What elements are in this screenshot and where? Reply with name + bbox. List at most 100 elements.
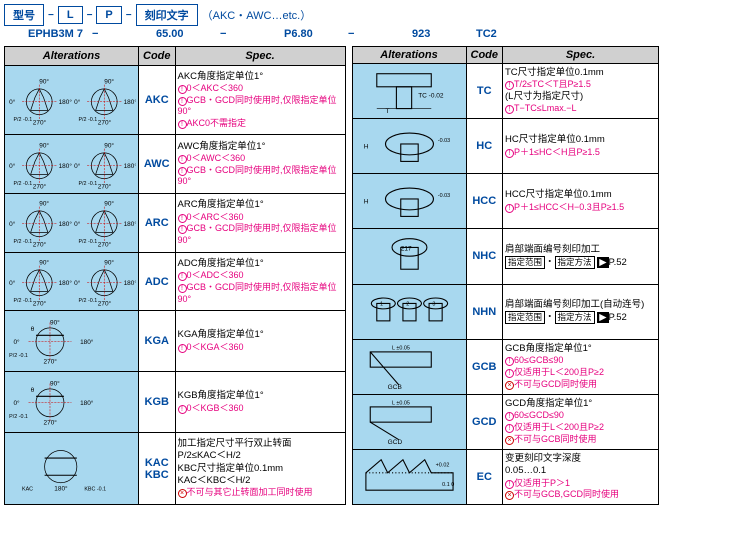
svg-text:0°: 0° [74,279,81,287]
alteration-diagram: 180°KACKBC -0.1 [5,433,139,505]
svg-text:+0.02: +0.02 [435,462,449,468]
svg-text:180°: 180° [54,484,68,492]
table-row: -0.03HHCHC尺寸指定单位0.1mm!P＋1≤HC＜H且P≥1.5 [352,119,659,174]
table-row: 90°0°180°270°θP/2 -0.1KGAKGA角度指定单位1°!0＜K… [5,311,346,372]
table-row: 90°0°180°270°P/2 -0.190°0°180°270°P/2 -0… [5,194,346,253]
box-l: L [58,6,83,24]
table-row: 90°0°180°270°P/2 -0.190°0°180°270°P/2 -0… [5,135,346,194]
svg-text:0°: 0° [74,97,81,105]
svg-text:180°: 180° [59,97,72,105]
alteration-spec: 加工指定尺寸平行双止转面P/2≤KAC＜H/2KBC尺寸指定单位0.1mmKAC… [175,433,345,505]
svg-text:90°: 90° [39,77,49,85]
svg-text:90°: 90° [104,200,114,208]
svg-text:180°: 180° [123,162,136,170]
alteration-spec: HCC尺寸指定单位0.1mm!P＋1≤HCC＜H−0.3且P≥1.5 [503,174,659,229]
svg-text:270°: 270° [33,299,47,306]
box-p: P [96,6,121,24]
alteration-spec: GCD角度指定单位1°!60≤GCD≤90!仅适用于L＜200且P≥2×不可与G… [503,394,659,449]
svg-text:P/2 -0.1: P/2 -0.1 [13,298,32,304]
svg-text:90°: 90° [39,258,49,266]
alteration-code: GCD [466,394,503,449]
svg-text:0.1 0: 0.1 0 [442,482,454,488]
svg-text:P/2 -0.1: P/2 -0.1 [9,413,28,419]
alteration-diagram: 90°0°180°270°P/2 -0.190°0°180°270°P/2 -0… [5,66,139,135]
alteration-spec: KGA角度指定单位1°!0＜KGA＜360 [175,311,345,372]
svg-text:P/2 -0.1: P/2 -0.1 [78,239,97,245]
alteration-spec: HC尺寸指定单位0.1mm!P＋1≤HC＜H且P≥1.5 [503,119,659,174]
table-row: 180°KACKBC -0.1KACKBC加工指定尺寸平行双止转面P/2≤KAC… [5,433,346,505]
alteration-diagram: 90°0°180°270°P/2 -0.190°0°180°270°P/2 -0… [5,135,139,194]
box-mark: 刻印文字 [136,4,198,26]
svg-text:270°: 270° [44,357,58,365]
alteration-code: NHN [466,284,503,339]
alteration-spec: KGB角度指定单位1°!0＜KGB＜360 [175,372,345,433]
example-row: EPHB3M 7− 65.00− P6.80− 923 TC2 [4,28,728,40]
svg-text:90°: 90° [39,200,49,208]
box-model: 型号 [4,4,44,26]
svg-text:GCD: GCD [387,439,402,446]
alteration-code: ARC [139,194,176,253]
alteration-spec: 变更刻印文字深度0.05…0.1!仅适用于P＞1×不可与GCB,GCD同时使用 [503,449,659,504]
alteration-code: TC [466,64,503,119]
svg-text:0°: 0° [9,97,16,105]
alteration-spec: ADC角度指定单位1°!0＜ADC＜360!GCB・GCD同时使用时,仅限指定单… [175,252,345,311]
alteration-spec: AWC角度指定单位1°!0＜AWC＜360!GCB・GCD同时使用时,仅限指定单… [175,135,345,194]
alteration-diagram: +0.02 0.1 0 [352,449,466,504]
alteration-diagram: 90°0°180°270°θP/2 -0.1 [5,311,139,372]
order-format-row: 型号 − L − P − 刻印文字 （AKC・AWC…etc.） [4,4,728,26]
table-row: 90°0°180°270°θP/2 -0.1KGBKGB角度指定单位1°!0＜K… [5,372,346,433]
alteration-diagram: 90°0°180°270°P/2 -0.190°0°180°270°P/2 -0… [5,194,139,253]
svg-text:L ±0.05: L ±0.05 [392,345,410,351]
svg-text:270°: 270° [97,241,111,248]
table-row: L ±0.05GCBGCBGCB角度指定单位1°!60≤GCB≤90!仅适用于L… [352,339,659,394]
svg-text:180°: 180° [123,220,136,228]
svg-text:1: 1 [380,301,383,307]
alteration-code: HCC [466,174,503,229]
svg-text:180°: 180° [59,162,72,170]
alteration-code: EC [466,449,503,504]
alteration-spec: AKC角度指定单位1°!0＜AKC＜360!GCB・GCD同时使用时,仅限指定单… [175,66,345,135]
table-row: 90°0°180°270°P/2 -0.190°0°180°270°P/2 -0… [5,252,346,311]
alteration-spec: 肩部端面编号刻印加工指定范围・指定方法 ▶P.52 [503,229,659,284]
alteration-diagram: 90°0°180°270°θP/2 -0.1 [5,372,139,433]
alteration-code: KGB [139,372,176,433]
svg-text:180°: 180° [80,399,94,407]
svg-text:270°: 270° [33,118,47,125]
svg-text:L ±0.05: L ±0.05 [392,400,410,406]
svg-text:θ: θ [31,387,35,394]
alteration-code: AKC [139,66,176,135]
svg-text:90°: 90° [50,379,60,387]
alteration-diagram: -0.03H [352,119,466,174]
svg-text:2: 2 [406,301,409,307]
svg-text:P/2 -0.1: P/2 -0.1 [78,117,97,123]
svg-text:180°: 180° [80,338,94,346]
alteration-diagram: -0.03H [352,174,466,229]
alteration-code: KGA [139,311,176,372]
alteration-diagram: L ±0.05GCB [352,339,466,394]
alteration-diagram: 90°0°180°270°P/2 -0.190°0°180°270°P/2 -0… [5,252,139,311]
svg-text:0°: 0° [13,338,20,346]
svg-text:P/2 -0.1: P/2 -0.1 [13,181,32,187]
table-row: 123NHN肩部端面编号刻印加工(自动连号)指定范围・指定方法 ▶P.52 [352,284,659,339]
table-row: L ±0.05GCDGCDGCD角度指定单位1°!60≤GCD≤90!仅适用于L… [352,394,659,449]
svg-text:0°: 0° [74,162,81,170]
svg-text:3: 3 [432,301,435,307]
alteration-diagram: L ±0.05 GCD [352,394,466,449]
alteration-code: HC [466,119,503,174]
alteration-code: NHC [466,229,503,284]
svg-text:270°: 270° [97,299,111,306]
svg-text:270°: 270° [33,241,47,248]
svg-text:270°: 270° [97,182,111,189]
table-row: TC -0.02TTCTC尺寸指定单位0.1mm!T/2≤TC＜T且P≥1.5(… [352,64,659,119]
svg-text:270°: 270° [44,418,58,426]
svg-text:θ: θ [31,326,35,333]
svg-text:90°: 90° [50,318,60,326]
table-row: +0.02 0.1 0 EC变更刻印文字深度0.05…0.1!仅适用于P＞1×不可与… [352,449,659,504]
svg-text:KBC -0.1: KBC -0.1 [84,486,106,492]
alteration-diagram: 217 [352,229,466,284]
svg-text:T: T [385,108,389,115]
svg-text:90°: 90° [39,141,49,149]
svg-text:P/2 -0.1: P/2 -0.1 [78,298,97,304]
alteration-code: AWC [139,135,176,194]
paren-text: （AKC・AWC…etc.） [202,7,312,23]
